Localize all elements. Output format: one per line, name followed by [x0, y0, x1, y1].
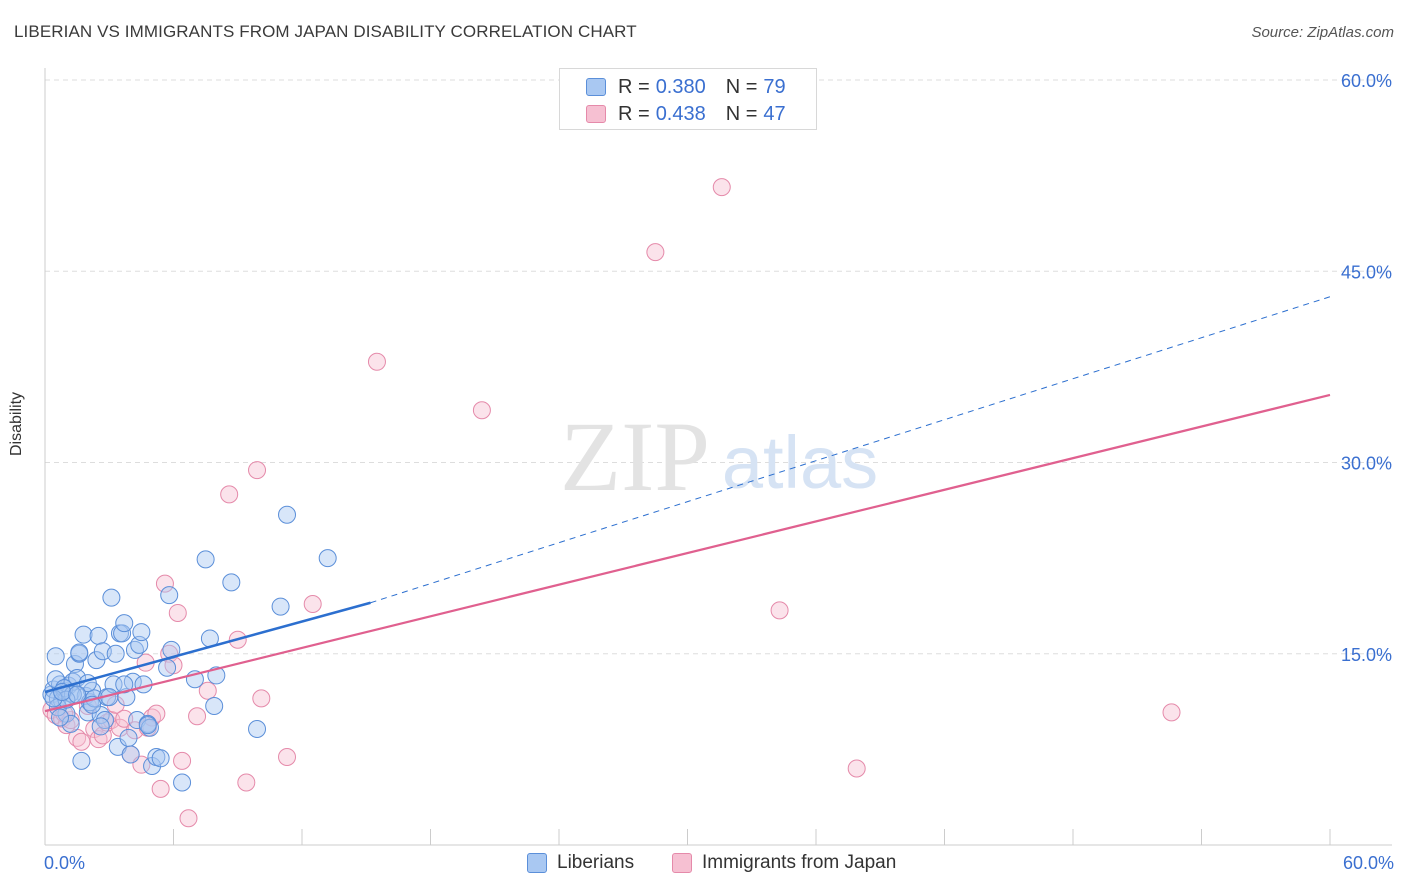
japan-trend-line — [44, 393, 1331, 713]
japan-point — [220, 485, 239, 504]
liberian-point — [102, 588, 121, 607]
liberian-point — [89, 626, 108, 645]
japan-point — [646, 243, 665, 262]
legend-n-value: 47 — [763, 102, 786, 125]
trend-lines — [44, 296, 1331, 713]
legend-label-japan: Immigrants from Japan — [702, 852, 897, 873]
japan-point — [115, 709, 134, 728]
liberian-point — [115, 675, 134, 694]
liberian-point — [115, 614, 134, 633]
liberian-point — [121, 745, 140, 764]
liberian-point — [140, 718, 159, 737]
liberian-point — [87, 651, 106, 670]
x-tick-label: 60.0% — [1343, 853, 1394, 873]
liberians-trend-extension — [370, 296, 1331, 604]
japan-point — [72, 732, 91, 751]
japan-point — [278, 748, 297, 767]
liberian-point — [72, 751, 91, 770]
y-tick-label: 15.0% — [1341, 645, 1392, 665]
japan-point — [367, 352, 386, 371]
legend-n-label: N = — [725, 102, 758, 125]
liberian-point — [196, 550, 215, 569]
japan-point — [188, 707, 207, 726]
liberian-point — [248, 719, 267, 738]
grid-lines — [45, 79, 1392, 655]
source-label: Source: ZipAtlas.com — [1251, 24, 1394, 41]
watermark-zip: ZIP — [560, 401, 710, 512]
y-tick-label: 30.0% — [1341, 454, 1392, 474]
liberian-point — [160, 586, 179, 605]
liberian-point — [46, 647, 65, 666]
japan-point — [198, 681, 217, 700]
legend-swatch-blue — [527, 853, 547, 873]
japan-point — [173, 751, 192, 770]
liberian-point — [222, 573, 241, 592]
japan-point — [155, 574, 174, 593]
chart-title: LIBERIAN VS IMMIGRANTS FROM JAPAN DISABI… — [14, 22, 637, 41]
legend-swatch-blue — [586, 78, 606, 96]
liberian-point — [91, 717, 110, 736]
liberian-point — [50, 708, 69, 727]
liberian-point — [138, 716, 157, 735]
watermark-atlas: atlas — [722, 421, 878, 504]
legend-item-japan[interactable]: Immigrants from Japan — [672, 852, 896, 874]
japan-point — [770, 601, 789, 620]
legend-label-liberians: Liberians — [557, 852, 635, 873]
legend-r-value: 0.380 — [655, 75, 706, 98]
liberians-trend-line — [44, 601, 371, 694]
y-axis-label: Disability — [8, 391, 25, 456]
liberian-point — [65, 654, 84, 673]
legend-r-value: 0.438 — [655, 102, 706, 125]
liberian-point — [318, 549, 337, 568]
liberian-point — [173, 773, 192, 792]
japan-point — [179, 809, 198, 828]
japan-point — [151, 779, 170, 798]
legend-n-label: N = — [725, 75, 758, 98]
liberian-point — [119, 728, 138, 747]
japan-point — [303, 595, 322, 614]
tick-labels: 15.0% 30.0% 45.0% 60.0% 0.0% 60.0% — [44, 71, 1394, 873]
correlation-legend: R = 0.380 N = 79 R = 0.438 N = 47 — [559, 68, 817, 130]
legend-swatch-pink — [672, 853, 692, 873]
liberian-point — [132, 623, 151, 642]
legend-row-japan: R = 0.438 N = 47 — [586, 103, 786, 125]
liberian-point — [68, 685, 87, 704]
liberian-point — [61, 714, 80, 733]
y-tick-label: 45.0% — [1341, 262, 1392, 282]
japan-point — [248, 461, 267, 480]
japan-point — [237, 773, 256, 792]
liberian-point — [158, 658, 177, 677]
legend-r-label: R = — [618, 75, 650, 98]
japan-point — [252, 689, 271, 708]
x-tick-label: 0.0% — [44, 853, 85, 873]
liberian-point — [106, 644, 125, 663]
liberian-point — [151, 749, 170, 768]
liberian-point — [205, 697, 224, 716]
japan-point — [472, 401, 491, 420]
liberian-point — [271, 597, 290, 616]
legend-n-value: 79 — [763, 75, 786, 98]
legend-r-label: R = — [618, 102, 650, 125]
liberian-point — [207, 666, 226, 685]
japan-point — [847, 759, 866, 778]
liberian-point — [278, 505, 297, 524]
japan-point — [712, 178, 731, 197]
liberian-point — [74, 625, 93, 644]
legend-row-liberians: R = 0.380 N = 79 — [586, 76, 786, 98]
legend-swatch-pink — [586, 105, 606, 123]
liberian-point — [70, 643, 89, 662]
y-tick-label: 60.0% — [1341, 71, 1392, 91]
watermark: ZIP atlas — [560, 401, 878, 512]
legend-item-liberians[interactable]: Liberians — [527, 852, 634, 874]
japan-point — [168, 603, 187, 622]
japan-point — [1162, 703, 1181, 722]
